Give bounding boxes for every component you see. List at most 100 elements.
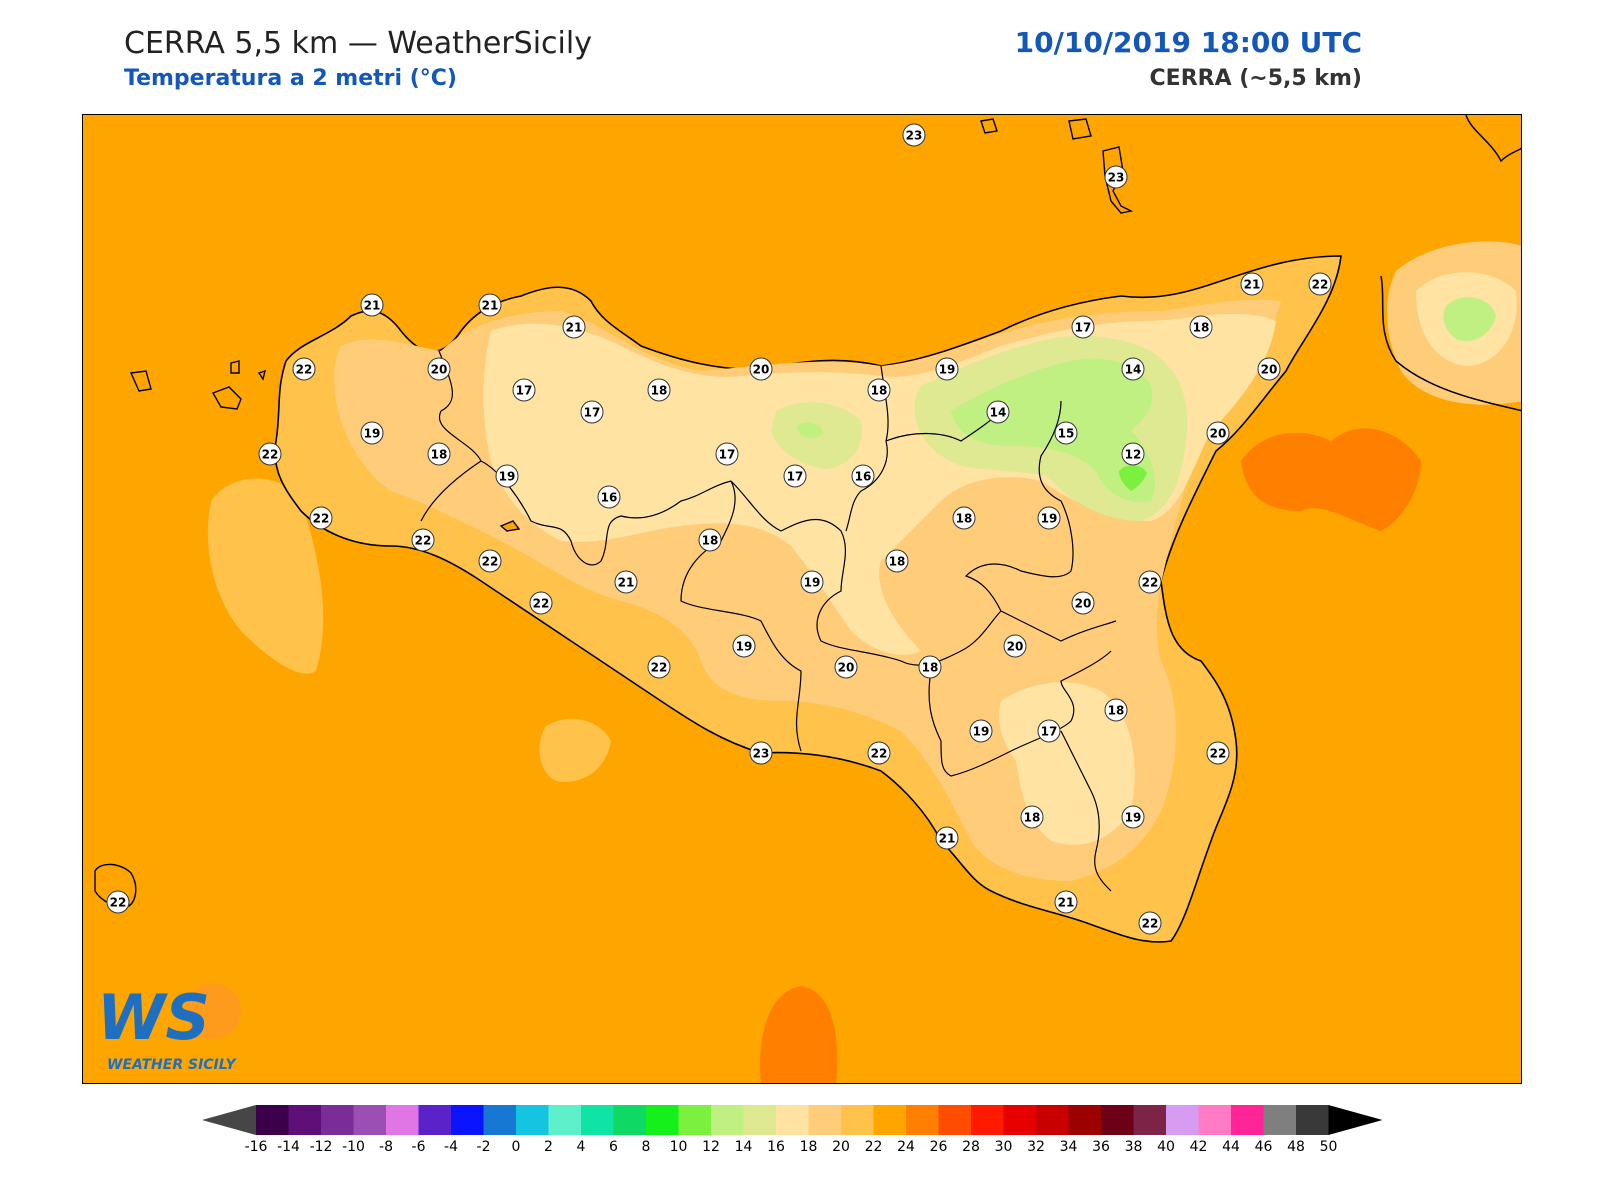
- station-marker: 19: [1121, 805, 1145, 829]
- colorbar-tick-label: 10: [670, 1139, 688, 1155]
- station-marker: 22: [1308, 272, 1332, 296]
- station-circle: [902, 123, 926, 147]
- colorbar-tick-label: 20: [832, 1139, 850, 1155]
- station-marker: 14: [1121, 357, 1145, 381]
- station-marker: 17: [783, 464, 807, 488]
- station-marker: 17: [1071, 315, 1095, 339]
- station-marker: 20: [834, 655, 858, 679]
- station-circle: [580, 400, 604, 424]
- colorbar-swatch: [743, 1105, 777, 1135]
- station-circle: [562, 315, 586, 339]
- station-circle: [715, 442, 739, 466]
- station-value: 20: [1261, 363, 1278, 377]
- colorbar-tick-label: 46: [1255, 1139, 1273, 1155]
- colorbar-ticks: -16 -14 -12 -10 -8 -6 -4 -2 0 2 4 6 8 10 12 14 16 18 20 22 2…: [245, 1139, 1338, 1155]
- station-marker: 21: [360, 293, 384, 317]
- colorbar-tick-label: -8: [379, 1139, 393, 1155]
- colorbar-tick-label: 14: [735, 1139, 753, 1155]
- station-marker: 22: [867, 741, 891, 765]
- station-circle: [1037, 506, 1061, 530]
- station-value: 22: [871, 747, 888, 761]
- station-markers: 23 23 21 21 21 21 22 17 18 22 20 20 19 14 20 17 18 18 17 14…: [106, 123, 1332, 935]
- station-circle: [918, 655, 942, 679]
- station-marker: 23: [902, 123, 926, 147]
- station-value: 23: [753, 747, 770, 761]
- colorbar-tick-label: 8: [642, 1139, 651, 1155]
- colorbar-swatch: [711, 1105, 744, 1135]
- station-marker: 18: [952, 506, 976, 530]
- station-circle: [1054, 421, 1078, 445]
- station-value: 20: [1075, 597, 1092, 611]
- station-value: 19: [939, 363, 956, 377]
- station-marker: 21: [935, 826, 959, 850]
- station-marker: 18: [1020, 805, 1044, 829]
- station-circle: [1121, 357, 1145, 381]
- station-value: 22: [313, 512, 330, 526]
- station-marker: 22: [647, 655, 671, 679]
- station-circle: [732, 634, 756, 658]
- ws-logo-icon: WS WEATHER SICILY: [97, 981, 241, 1073]
- colorbar-swatch: [1101, 1105, 1134, 1135]
- colorbar-swatch: [483, 1105, 517, 1135]
- station-circle: [800, 570, 824, 594]
- station-circle: [1037, 719, 1061, 743]
- station-circle: [935, 826, 959, 850]
- station-value: 18: [702, 534, 719, 548]
- colorbar-tick-label: -16: [245, 1139, 268, 1155]
- colorbar-tick-label: -10: [342, 1139, 365, 1155]
- province-borders: [420, 350, 1117, 892]
- logo-letters: WS: [97, 981, 210, 1054]
- colorbar-swatch: [386, 1105, 419, 1135]
- colorbar-tick-label: 30: [995, 1139, 1013, 1155]
- station-value: 19: [804, 576, 821, 590]
- map-panel: 23 23 21 21 21 21 22 17 18 22 20 20 19 14 20 17 18 18 17 14…: [82, 114, 1522, 1084]
- station-value: 22: [1142, 917, 1159, 931]
- colorbar-tick-label: 18: [800, 1139, 818, 1155]
- station-marker: 16: [851, 464, 875, 488]
- station-marker: 23: [749, 741, 773, 765]
- station-marker: 17: [512, 378, 536, 402]
- colorbar-tick-label: 48: [1287, 1139, 1305, 1155]
- station-marker: 22: [292, 357, 316, 381]
- station-circle: [1020, 805, 1044, 829]
- station-marker: 19: [732, 634, 756, 658]
- map-subtitle: Temperatura a 2 metri (°C): [124, 66, 457, 91]
- station-value: 22: [482, 555, 499, 569]
- colorbar-swatch: [1263, 1105, 1297, 1135]
- station-circle: [1206, 741, 1230, 765]
- station-value: 21: [482, 299, 499, 313]
- station-circle: [597, 485, 621, 509]
- colorbar-swatch: [1036, 1105, 1069, 1135]
- station-marker: 18: [918, 655, 942, 679]
- station-circle: [1308, 272, 1332, 296]
- station-circle: [478, 549, 502, 573]
- station-circle: [1257, 357, 1281, 381]
- station-marker: 19: [935, 357, 959, 381]
- station-marker: 15: [1054, 421, 1078, 445]
- station-value: 21: [364, 299, 381, 313]
- station-value: 17: [516, 384, 533, 398]
- station-value: 22: [1142, 576, 1159, 590]
- station-circle: [851, 464, 875, 488]
- station-value: 20: [1210, 427, 1227, 441]
- station-circle: [292, 357, 316, 381]
- egadi-islands: [129, 360, 266, 410]
- station-marker: 20: [427, 357, 451, 381]
- station-marker: 18: [427, 442, 451, 466]
- colorbar-swatches: [202, 1105, 1383, 1135]
- station-marker: 22: [411, 528, 435, 552]
- colorbar-swatch: [1198, 1105, 1232, 1135]
- colorbar-tick-label: 38: [1125, 1139, 1143, 1155]
- colorbar-swatch: [971, 1105, 1004, 1135]
- station-value: 17: [719, 448, 736, 462]
- colorbar-tick-label: 34: [1060, 1139, 1078, 1155]
- colorbar-min-arrow: [202, 1105, 256, 1135]
- station-value: 19: [364, 427, 381, 441]
- station-marker: 17: [1037, 719, 1061, 743]
- station-marker: 20: [749, 357, 773, 381]
- station-value: 20: [431, 363, 448, 377]
- aeolian-islands: [980, 118, 1134, 214]
- calabria-coast: [1380, 115, 1521, 412]
- station-circle: [106, 890, 130, 914]
- station-value: 16: [601, 491, 618, 505]
